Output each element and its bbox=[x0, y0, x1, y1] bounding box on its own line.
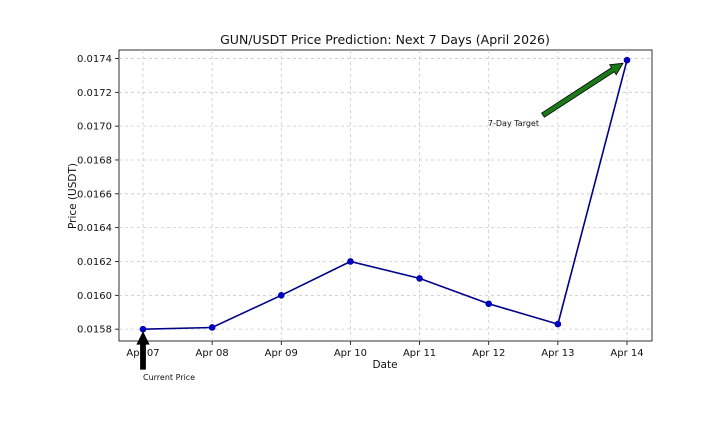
chart-title: GUN/USDT Price Prediction: Next 7 Days (… bbox=[220, 32, 550, 47]
data-point bbox=[139, 325, 147, 333]
y-tick-label: 0.0164 bbox=[77, 223, 112, 234]
y-tick-label: 0.0168 bbox=[77, 155, 112, 166]
price-line bbox=[142, 59, 628, 330]
x-axis-title: Date bbox=[372, 359, 397, 371]
x-tick-label: Apr 11 bbox=[403, 348, 436, 359]
y-tick-label: 0.0170 bbox=[77, 122, 112, 133]
data-point bbox=[208, 324, 216, 331]
grid bbox=[119, 50, 652, 341]
x-tick-label: Apr 10 bbox=[334, 348, 367, 359]
data-point bbox=[416, 275, 423, 282]
series-line bbox=[139, 56, 631, 333]
y-tick-label: 0.0160 bbox=[77, 291, 112, 302]
data-point bbox=[623, 56, 631, 64]
x-axis-ticks: Apr 07 Apr 08 Apr 09 Apr 10 Apr 11 Apr 12 Apr … bbox=[126, 341, 644, 359]
y-tick-label: 0.0166 bbox=[77, 189, 112, 200]
y-axis-title: Price (USDT) bbox=[67, 163, 79, 229]
data-point bbox=[485, 300, 493, 308]
data-point bbox=[277, 292, 285, 299]
y-axis-ticks: 0.0158 0.0160 0.0162 0.0164 0.0166 0.0168 0.01… bbox=[77, 54, 119, 336]
current-price-arrow bbox=[136, 331, 150, 370]
data-point bbox=[554, 320, 562, 328]
annotations: Current Price 7-Day Target bbox=[136, 62, 624, 382]
x-tick-label: Apr 13 bbox=[541, 348, 574, 359]
y-tick-label: 0.0174 bbox=[77, 54, 112, 65]
x-tick-label: Apr 14 bbox=[610, 348, 643, 359]
target-arrow bbox=[541, 62, 624, 118]
y-tick-label: 0.0172 bbox=[77, 88, 112, 99]
x-tick-label: Apr 08 bbox=[196, 348, 229, 359]
current-price-label: Current Price bbox=[143, 373, 195, 382]
y-tick-label: 0.0162 bbox=[77, 257, 112, 268]
plot-area bbox=[118, 49, 653, 342]
x-tick-label: Apr 09 bbox=[265, 348, 298, 359]
y-tick-label: 0.0158 bbox=[77, 325, 112, 336]
data-point bbox=[347, 258, 354, 265]
target-label: 7-Day Target bbox=[488, 119, 539, 128]
x-tick-label: Apr 12 bbox=[472, 348, 505, 359]
